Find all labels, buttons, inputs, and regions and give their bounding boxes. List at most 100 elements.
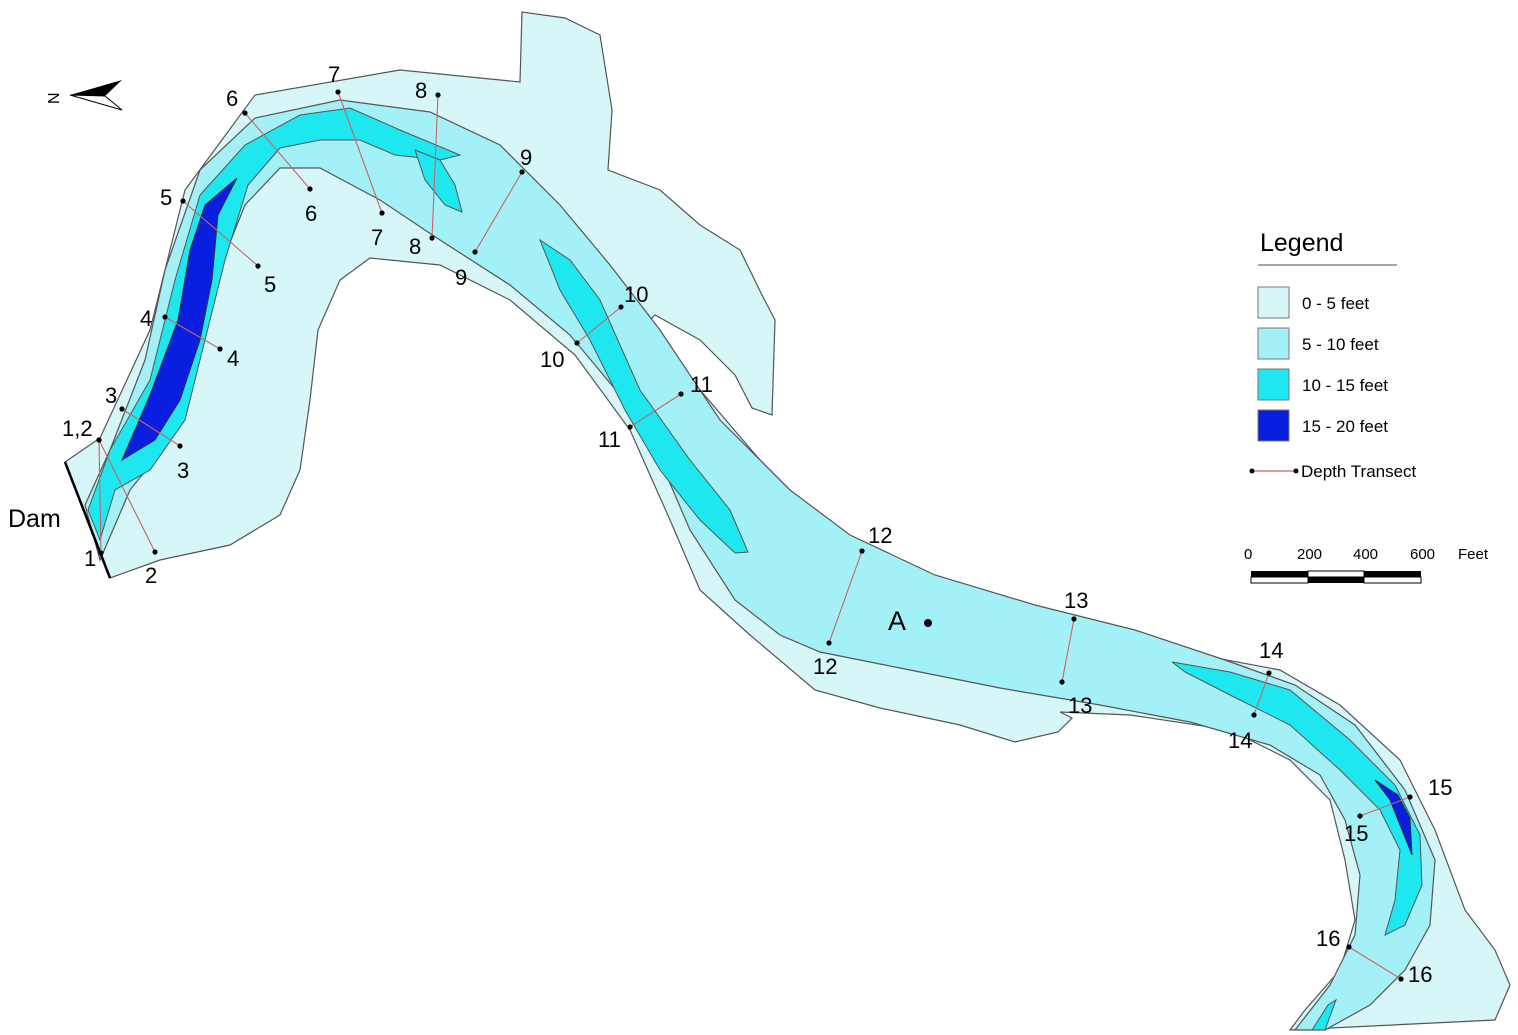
transect-8-end-point bbox=[429, 235, 435, 241]
transect-9-start-label: 9 bbox=[520, 145, 532, 170]
transect-4-start-label: 4 bbox=[140, 306, 152, 331]
transect-5-end-label: 5 bbox=[264, 272, 276, 297]
north-label: N bbox=[46, 92, 63, 104]
transect-12-end-label: 12 bbox=[813, 654, 837, 679]
legend-transect-label: Depth Transect bbox=[1301, 462, 1417, 481]
transect-1-end-point bbox=[98, 550, 104, 556]
transect-line-6 bbox=[244, 112, 311, 190]
transect-line-12 bbox=[828, 550, 863, 644]
legend-swatch-2 bbox=[1257, 327, 1290, 360]
depth-transects: 1,21233445566778899101011111212131314141… bbox=[62, 62, 1452, 987]
transect-line-15 bbox=[1359, 796, 1411, 817]
transect-line-5 bbox=[182, 200, 259, 267]
transect-3-end-label: 3 bbox=[177, 458, 189, 483]
scale-bar-seg-3 bbox=[1364, 571, 1421, 577]
transect-16-start-label: 16 bbox=[1316, 926, 1340, 951]
transect-line-1 bbox=[98, 439, 102, 554]
legend: Legend 0 - 5 feet 5 - 10 feet 10 - 15 feet… bbox=[1249, 229, 1417, 481]
transect-line-13 bbox=[1061, 618, 1075, 683]
transect-10-end-label: 10 bbox=[540, 347, 564, 372]
transect-9-end-point bbox=[472, 249, 478, 255]
transect-line-3 bbox=[121, 408, 181, 447]
dam-label: Dam bbox=[8, 505, 61, 533]
transect-line-7 bbox=[337, 91, 383, 214]
dam-line bbox=[63, 461, 112, 579]
north-arrow-icon bbox=[69, 80, 123, 111]
legend-swatch-1 bbox=[1257, 286, 1290, 319]
transect-3-start-point bbox=[119, 406, 125, 412]
depth-zone-15-20-lower bbox=[1374, 779, 1413, 856]
transect-1-end-label: 1 bbox=[84, 546, 96, 571]
transect-6-end-point bbox=[307, 186, 313, 192]
transect-1-start-label: 1,2 bbox=[62, 416, 93, 441]
depth-zone-15-20-upper bbox=[120, 177, 238, 462]
transect-line-14 bbox=[1253, 672, 1270, 716]
transect-5-end-point bbox=[255, 263, 261, 269]
transect-15-end-point bbox=[1357, 813, 1363, 819]
transect-7-end-point bbox=[379, 210, 385, 216]
transect-8-start-label: 8 bbox=[415, 78, 427, 103]
scale-tick-0: 0 bbox=[1244, 546, 1252, 563]
transect-13-end-point bbox=[1059, 679, 1065, 685]
transect-11-end-point bbox=[627, 424, 633, 430]
transect-16-start-point bbox=[1346, 944, 1352, 950]
transect-2-end-point bbox=[152, 549, 158, 555]
transect-12-start-point bbox=[859, 548, 865, 554]
transect-15-start-point bbox=[1407, 794, 1413, 800]
scale-bar-seg-4 bbox=[1250, 576, 1309, 584]
transect-13-start-point bbox=[1071, 616, 1077, 622]
transect-12-start-label: 12 bbox=[868, 523, 892, 548]
transect-14-start-label: 14 bbox=[1259, 638, 1283, 663]
scale-bar-seg-5 bbox=[1308, 577, 1364, 583]
transect-13-end-label: 13 bbox=[1068, 693, 1092, 718]
depth-zone-10-15-bar-8 bbox=[414, 149, 463, 213]
transect-5-start-label: 5 bbox=[160, 185, 172, 210]
point-a-label: A bbox=[888, 606, 906, 636]
transect-7-start-label: 7 bbox=[328, 62, 340, 87]
legend-swatch-4 bbox=[1257, 409, 1290, 442]
transect-4-end-point bbox=[217, 346, 223, 352]
transect-9-start-point bbox=[519, 169, 525, 175]
transect-16-end-label: 16 bbox=[1408, 962, 1432, 987]
transect-line-16 bbox=[1348, 946, 1402, 980]
transect-11-start-label: 11 bbox=[690, 372, 713, 397]
transect-6-end-label: 6 bbox=[305, 201, 317, 226]
transect-line-10 bbox=[576, 306, 622, 344]
legend-label-3: 10 - 15 feet bbox=[1302, 376, 1388, 395]
scale-tick-400: 400 bbox=[1353, 546, 1378, 563]
transect-line-4 bbox=[164, 316, 221, 350]
depth-zone-10-15-main bbox=[87, 107, 462, 542]
transect-14-end-label: 14 bbox=[1228, 728, 1252, 753]
transect-11-end-label: 11 bbox=[598, 427, 621, 452]
transect-line-8 bbox=[431, 94, 439, 239]
transect-10-end-point bbox=[574, 340, 580, 346]
legend-title: Legend bbox=[1260, 229, 1343, 257]
transect-6-start-point bbox=[242, 110, 248, 116]
legend-label-2: 5 - 10 feet bbox=[1302, 335, 1379, 354]
transect-11-start-point bbox=[678, 391, 684, 397]
transect-7-start-point bbox=[335, 89, 341, 95]
transect-9-end-label: 9 bbox=[455, 265, 467, 290]
transect-8-end-label: 8 bbox=[409, 234, 421, 259]
transect-12-end-point bbox=[826, 640, 832, 646]
scale-unit: Feet bbox=[1458, 546, 1489, 563]
transect-4-start-point bbox=[162, 314, 168, 320]
scale-tick-200: 200 bbox=[1297, 546, 1322, 563]
transect-10-start-label: 10 bbox=[624, 282, 648, 307]
transect-14-start-point bbox=[1266, 670, 1272, 676]
depth-zone-10-15-tail bbox=[1311, 998, 1337, 1031]
transect-15-end-label: 15 bbox=[1344, 821, 1368, 846]
scale-bar: 0 200 400 600 Feet bbox=[1244, 546, 1489, 584]
transect-4-end-label: 4 bbox=[227, 346, 239, 371]
legend-label-1: 0 - 5 feet bbox=[1302, 294, 1369, 313]
depth-zone-10-15-lower bbox=[1171, 661, 1423, 936]
depth-zone-5-10 bbox=[84, 99, 1436, 1031]
transect-6-start-label: 6 bbox=[226, 86, 238, 111]
transect-16-end-point bbox=[1398, 976, 1404, 982]
scale-bar-seg-2 bbox=[1307, 570, 1365, 578]
transect-3-end-point bbox=[177, 443, 183, 449]
transect-7-end-label: 7 bbox=[371, 225, 383, 250]
transect-13-start-label: 13 bbox=[1064, 588, 1088, 613]
legend-swatch-3 bbox=[1257, 368, 1290, 401]
